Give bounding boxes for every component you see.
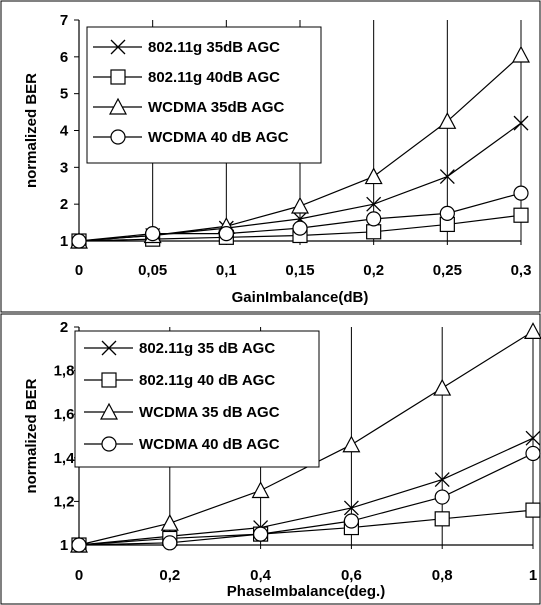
x-tick-label: 0 <box>75 567 83 584</box>
legend-label: 802.11g 40 dB AGC <box>139 372 275 389</box>
chart-panel-2: 1 1,2 1,4 1,6 1,8 2 0 0,2 0,4 0,6 0,8 1 PhaseImbalan… <box>0 313 541 605</box>
y-tick-label: 3 <box>60 159 68 176</box>
x-tick-label: 1 <box>529 567 537 584</box>
y-tick-label: 1,8 <box>54 363 75 380</box>
legend-label: WCDMA 40 dB AGC <box>148 129 289 146</box>
data-point-circle <box>366 211 382 227</box>
series-line <box>78 452 534 546</box>
series-circle <box>71 185 529 249</box>
series-line <box>78 437 534 546</box>
legend-marker-circle <box>110 129 126 145</box>
y-tick-label: 2 <box>60 196 68 213</box>
data-point-x <box>434 472 450 488</box>
legend-label: WCDMA 35 dB AGC <box>139 404 280 421</box>
x-tick-label: 0,05 <box>138 262 167 279</box>
y-tick-label: 1 <box>60 233 68 250</box>
series-line <box>78 509 534 546</box>
data-point-triangle <box>438 112 457 129</box>
y-axis-title: normalized BER <box>23 378 40 493</box>
legend-label: WCDMA 35dB AGC <box>148 99 285 116</box>
data-point-circle <box>434 489 450 505</box>
data-point-circle <box>218 226 234 242</box>
data-point-triangle <box>251 481 270 499</box>
data-point-circle <box>162 535 178 551</box>
x-tick-label: 0,2 <box>363 262 384 279</box>
data-point-triangle <box>291 196 309 214</box>
data-point-circle <box>439 205 455 221</box>
legend-label: 802.11g 35 dB AGC <box>139 340 275 357</box>
x-tick-label: 0,6 <box>341 567 362 584</box>
data-point-triangle <box>342 435 361 453</box>
x-tick-label: 0 <box>75 262 83 279</box>
data-point-circle <box>343 513 359 529</box>
data-point-square <box>513 207 529 223</box>
data-point-x <box>439 169 455 185</box>
data-point-circle <box>292 220 308 236</box>
legend-marker-triangle <box>100 402 118 420</box>
chart-panel-1: 1 2 3 4 5 6 7 0 0,05 0,1 0,15 0,2 0,25 0,3 GainImbalan… <box>0 0 541 313</box>
data-point-x <box>343 500 359 516</box>
data-point-x <box>366 196 382 212</box>
legend-marker-x <box>110 39 126 55</box>
legend-marker-x <box>101 340 117 356</box>
x-tick-label: 0,2 <box>159 567 180 584</box>
x-tick-label: 0,25 <box>433 262 462 279</box>
x-axis-title: PhaseImbalance(deg.) <box>227 583 385 600</box>
x-axis-title: GainImbalance(dB) <box>232 289 369 306</box>
x-tick-label: 0,1 <box>216 262 237 279</box>
x-tick-label: 0,4 <box>250 567 272 584</box>
x-tick-label: 0,15 <box>285 262 314 279</box>
data-point-x <box>513 115 529 131</box>
data-point-circle <box>253 526 269 542</box>
data-point-circle <box>71 233 87 249</box>
data-point-triangle <box>433 378 452 396</box>
legend-marker-triangle <box>109 97 127 115</box>
legend-marker-circle <box>101 436 117 452</box>
data-point-square <box>434 511 450 527</box>
data-point-circle <box>145 226 161 242</box>
data-point-triangle <box>364 167 383 185</box>
data-point-triangle <box>524 322 541 339</box>
data-point-circle <box>525 445 541 462</box>
legend-label: 802.11g 40dB AGC <box>148 69 280 86</box>
y-tick-label: 6 <box>60 49 68 66</box>
y-tick-label: 2 <box>60 319 68 336</box>
data-point-x <box>525 430 541 446</box>
y-tick-label: 1,2 <box>54 493 75 510</box>
data-point-square <box>366 224 382 240</box>
data-point-triangle <box>512 45 530 63</box>
data-point-circle <box>513 185 529 201</box>
y-tick-label: 1 <box>60 537 68 554</box>
series-circle <box>71 445 541 553</box>
y-tick-label: 5 <box>60 86 68 103</box>
y-tick-label: 1,6 <box>54 406 75 423</box>
legend-marker-square <box>110 69 126 85</box>
legend-box <box>86 26 322 164</box>
x-tick-label: 0,8 <box>432 567 453 584</box>
data-point-square <box>525 502 541 518</box>
data-point-circle <box>71 537 87 553</box>
x-tick-label: 0,3 <box>511 262 532 279</box>
legend-label: 802.11g 35dB AGC <box>148 39 280 56</box>
legend: 802.11g 35 dB AGC 802.11g 40 dB AGC WCDMA … <box>74 330 320 468</box>
y-tick-label: 7 <box>60 12 68 29</box>
y-tick-label: 4 <box>60 123 69 140</box>
series-line <box>78 330 534 546</box>
legend-marker-square <box>101 372 117 388</box>
legend-label: WCDMA 40 dB AGC <box>139 436 280 453</box>
data-point-triangle <box>160 513 179 531</box>
y-tick-label: 1,4 <box>54 450 76 467</box>
legend: 802.11g 35dB AGC 802.11g 40dB AGC WCDMA 35… <box>86 26 322 164</box>
y-axis-title: normalized BER <box>23 73 40 188</box>
